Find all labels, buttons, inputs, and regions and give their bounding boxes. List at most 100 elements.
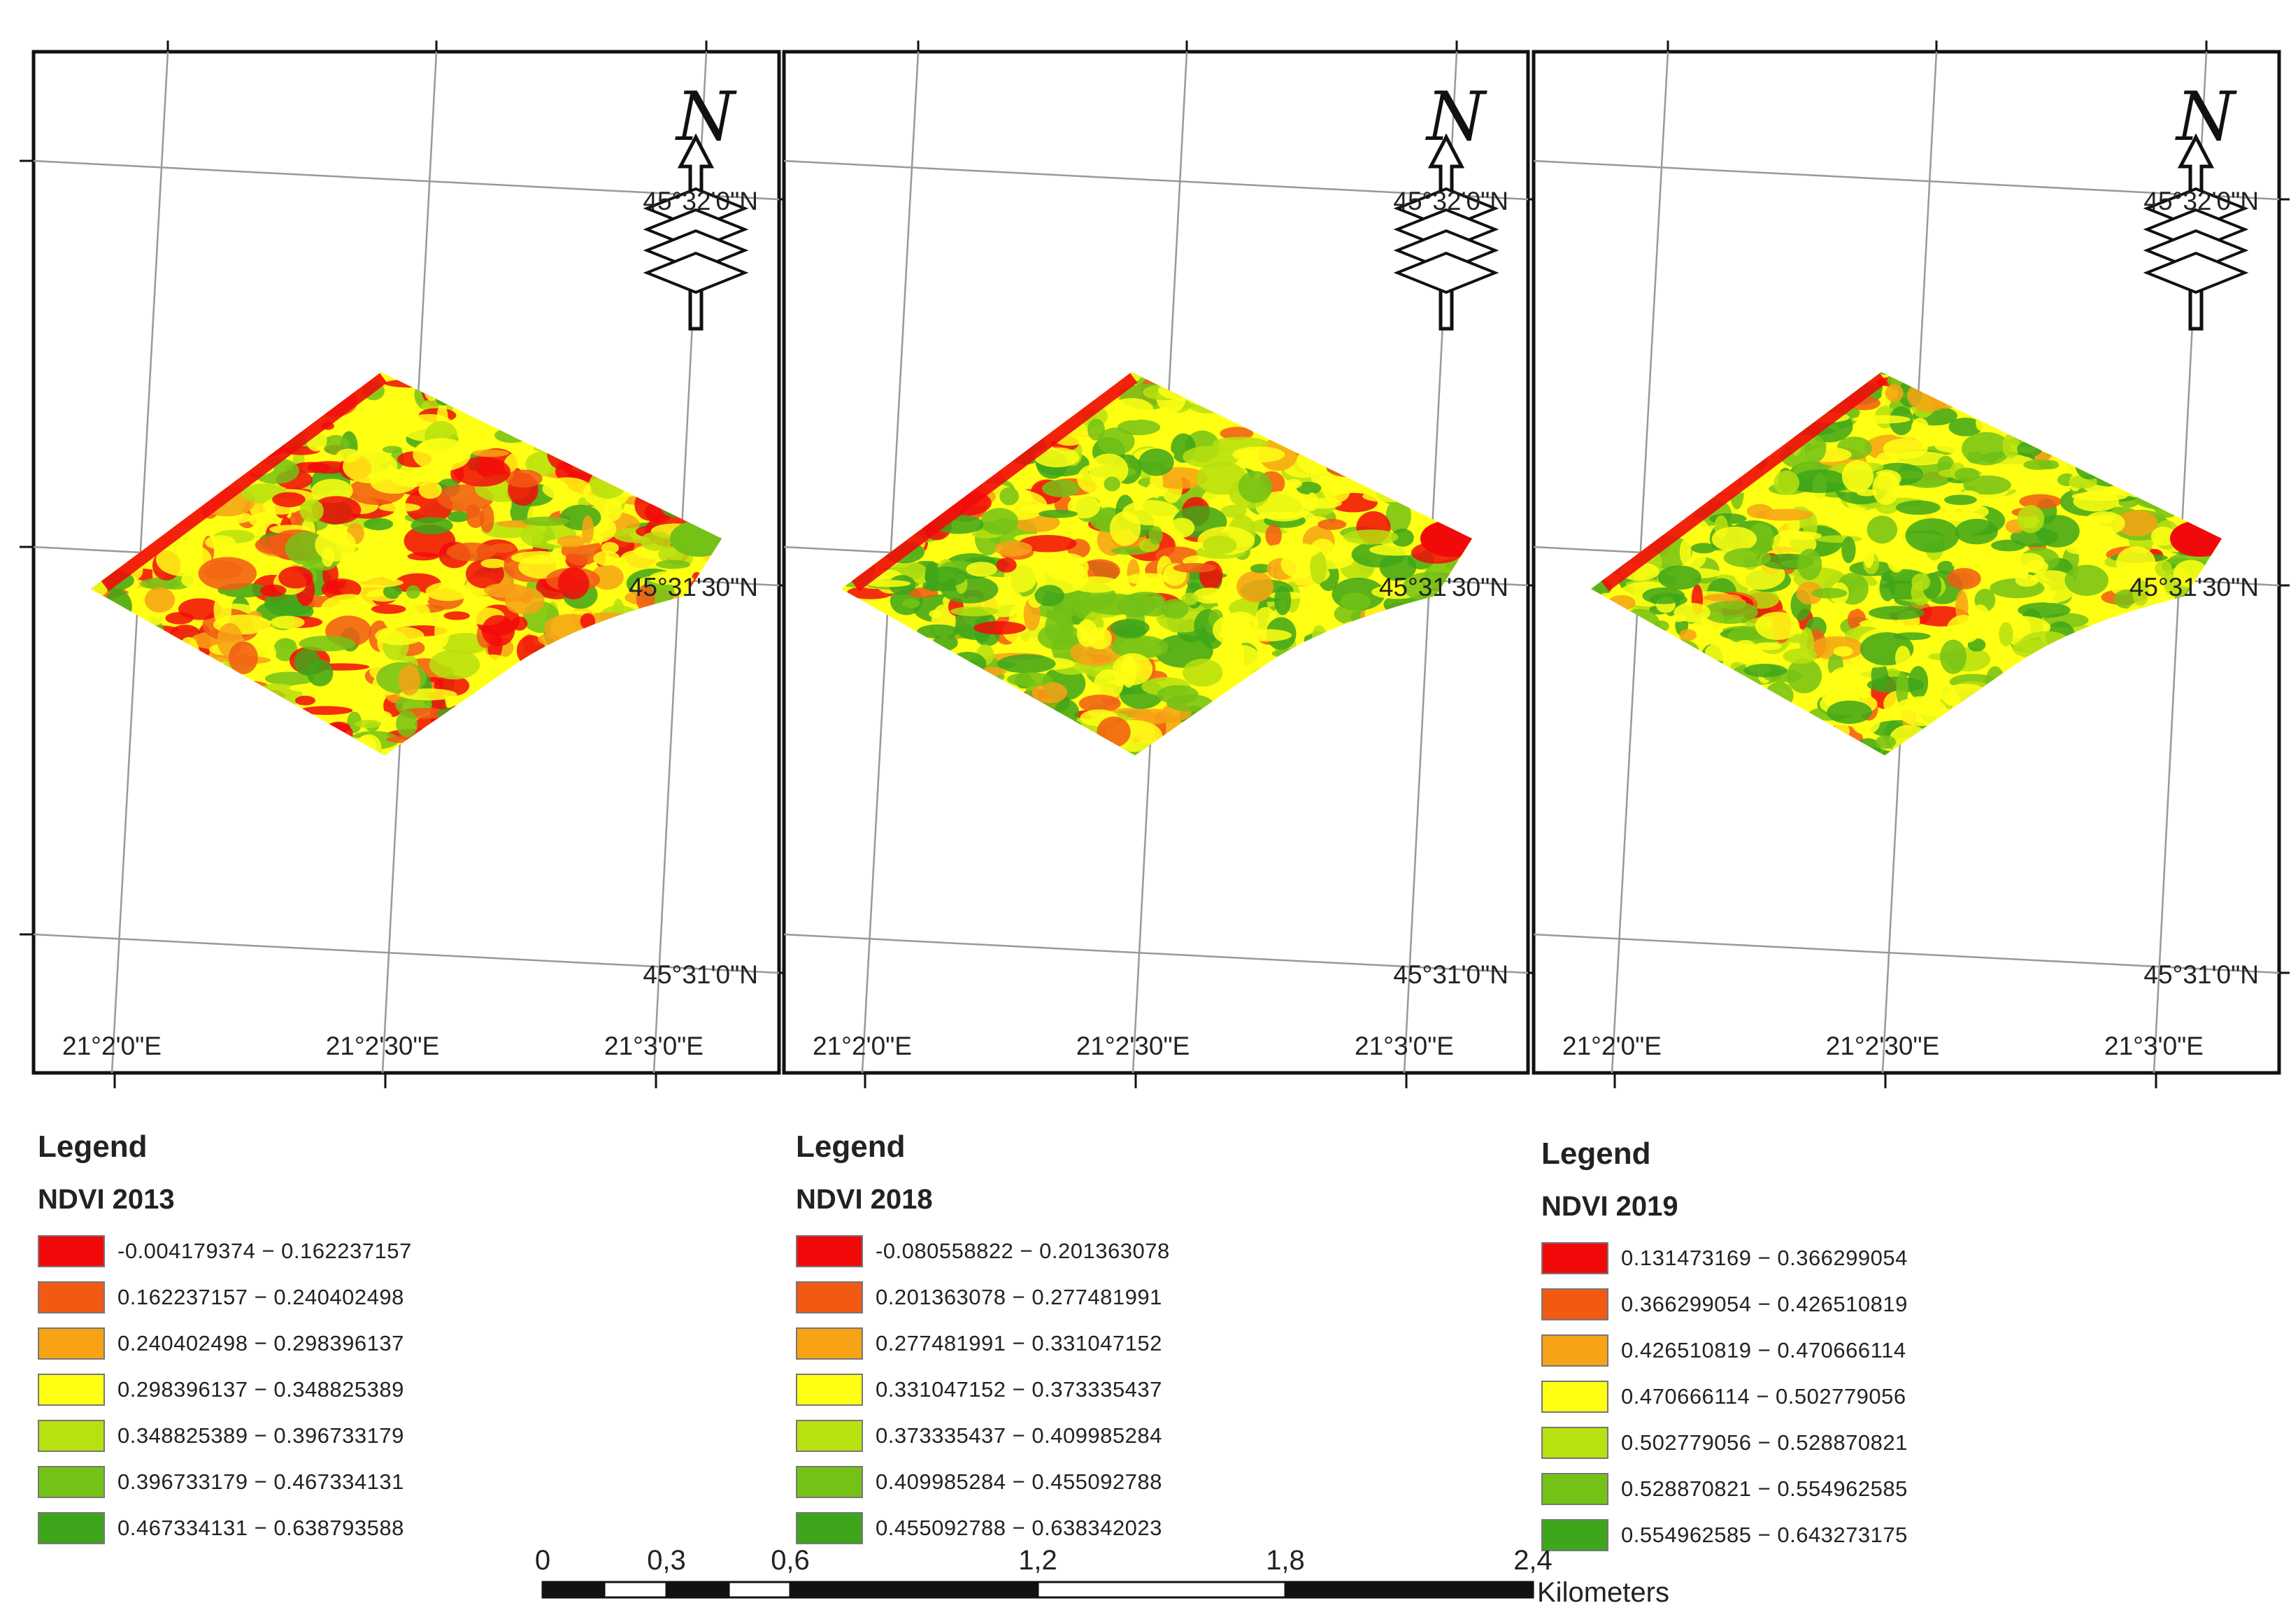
scale-unit: Kilometers	[1537, 1577, 1669, 1608]
lat-label-top: 45°32'0"N	[1393, 187, 1508, 215]
legend-swatch	[38, 1420, 105, 1452]
scale-bar: 0 0,3 0,6 1,2 1,8 2,4 Kilometers	[535, 1545, 1669, 1608]
lon-label-right: 21°3'0"E	[1355, 1032, 1454, 1060]
legend-class-2: 0.366299054 − 0.426510819	[1541, 1281, 1908, 1327]
legend-range-label: 0.528870821 − 0.554962585	[1621, 1476, 1908, 1501]
legend-class-1: -0.080558822 − 0.201363078	[796, 1228, 1170, 1274]
scale-tick-0-6: 0,6	[771, 1545, 810, 1576]
legend-class-7: 0.455092788 − 0.638342023	[796, 1505, 1170, 1551]
legend-swatch	[38, 1374, 105, 1406]
legend-class-5: 0.502779056 − 0.528870821	[1541, 1420, 1908, 1466]
legend-range-label: 0.554962585 − 0.643273175	[1621, 1523, 1908, 1547]
legend-range-label: -0.080558822 − 0.201363078	[876, 1239, 1170, 1263]
legend-swatch	[1541, 1381, 1608, 1413]
legend-swatch	[38, 1512, 105, 1544]
legend-class-6: 0.528870821 − 0.554962585	[1541, 1466, 1908, 1512]
legend-class-4: 0.298396137 − 0.348825389	[38, 1367, 412, 1413]
lon-label-right: 21°3'0"E	[2104, 1032, 2204, 1060]
axis-ticks	[1613, 41, 2290, 1088]
legend-swatch	[796, 1235, 863, 1267]
legend-range-label: 0.331047152 − 0.373335437	[876, 1377, 1162, 1402]
legend-swatch	[1541, 1427, 1608, 1459]
legend-class-1: 0.131473169 − 0.366299054	[1541, 1235, 1908, 1281]
legend-title: Legend	[38, 1130, 148, 1164]
legend-range-label: 0.455092788 − 0.638342023	[876, 1516, 1162, 1540]
legend-range-label: 0.409985284 − 0.455092788	[876, 1469, 1162, 1494]
lon-label-mid: 21°2'30"E	[1076, 1032, 1190, 1060]
legend-2013: Legend NDVI 2013 -0.004179374 − 0.162237…	[38, 1130, 412, 1551]
legend-class-3: 0.240402498 − 0.298396137	[38, 1320, 412, 1367]
legend-range-label: 0.277481991 − 0.331047152	[876, 1331, 1162, 1355]
legend-swatch	[38, 1281, 105, 1313]
legend-range-label: 0.470666114 − 0.502779056	[1621, 1384, 1906, 1409]
legend-range-label: 0.467334131 − 0.638793588	[117, 1516, 404, 1540]
legend-range-label: 0.348825389 − 0.396733179	[117, 1423, 404, 1448]
legend-range-label: 0.201363078 − 0.277481991	[876, 1285, 1162, 1309]
legend-swatch	[796, 1420, 863, 1452]
legend-class-5: 0.373335437 − 0.409985284	[796, 1413, 1170, 1459]
legend-2018: Legend NDVI 2018 -0.080558822 − 0.201363…	[796, 1130, 1170, 1551]
legend-range-label: 0.502779056 − 0.528870821	[1621, 1430, 1908, 1455]
legend-class-6: 0.409985284 − 0.455092788	[796, 1459, 1170, 1505]
lat-label-bottom: 45°31'0"N	[643, 960, 758, 989]
legend-range-label: 0.298396137 − 0.348825389	[117, 1377, 404, 1402]
map-panel-2013: N 45°32'0"N 45°31'30"N 45°31'0"N 21°2'0"…	[20, 41, 790, 1088]
legend-title: Legend	[796, 1130, 906, 1164]
lat-label-mid: 45°31'30"N	[629, 573, 758, 601]
legend-range-label: 0.373335437 − 0.409985284	[876, 1423, 1162, 1448]
legend-swatch	[1541, 1334, 1608, 1367]
axis-ticks	[864, 41, 1539, 1088]
scale-tick-1-2: 1,2	[1018, 1545, 1057, 1576]
legend-range-label: 0.366299054 − 0.426510819	[1621, 1292, 1908, 1316]
lat-label-mid: 45°31'30"N	[2129, 573, 2259, 601]
legend-class-3: 0.426510819 − 0.470666114	[1541, 1327, 1908, 1374]
scale-bar-segments	[541, 1581, 1534, 1599]
lon-label-left: 21°2'0"E	[813, 1032, 912, 1060]
scale-tick-2-4: 2,4	[1513, 1545, 1553, 1576]
lat-label-mid: 45°31'30"N	[1379, 573, 1508, 601]
legend-class-2: 0.162237157 − 0.240402498	[38, 1274, 412, 1320]
legend-swatch	[1541, 1473, 1608, 1505]
map-panel-2018: N 45°32'0"N 45°31'30"N 45°31'0"N 21°2'0"…	[782, 41, 1539, 1088]
legend-swatch	[38, 1327, 105, 1360]
legend-class-7: 0.467334131 − 0.638793588	[38, 1505, 412, 1551]
legend-class-1: -0.004179374 − 0.162237157	[38, 1228, 412, 1274]
north-arrow-icon: N	[643, 78, 749, 331]
legend-2019: Legend NDVI 2019 0.131473169 − 0.3662990…	[1541, 1137, 1908, 1558]
legend-class-4: 0.331047152 − 0.373335437	[796, 1367, 1170, 1413]
lat-label-top: 45°32'0"N	[643, 187, 758, 215]
legend-swatch	[1541, 1242, 1608, 1274]
lon-label-left: 21°2'0"E	[62, 1032, 162, 1060]
legend-layer-name: NDVI 2019	[1541, 1191, 1678, 1222]
legend-layer-name: NDVI 2013	[38, 1184, 175, 1215]
legend-swatch	[1541, 1288, 1608, 1320]
legend-range-label: -0.004179374 − 0.162237157	[117, 1239, 412, 1263]
scale-tick-0: 0	[535, 1545, 550, 1576]
legend-class-7: 0.554962585 − 0.643273175	[1541, 1512, 1908, 1558]
legend-range-label: 0.162237157 − 0.240402498	[117, 1285, 404, 1309]
map-panel-2019: N 45°32'0"N 45°31'30"N 45°31'0"N 21°2'0"…	[1532, 41, 2290, 1088]
legend-title: Legend	[1541, 1137, 1651, 1171]
legend-swatch	[38, 1466, 105, 1498]
lon-label-right: 21°3'0"E	[604, 1032, 704, 1060]
scale-tick-1-8: 1,8	[1266, 1545, 1305, 1576]
legend-class-6: 0.396733179 − 0.467334131	[38, 1459, 412, 1505]
legend-swatch	[796, 1512, 863, 1544]
north-arrow-letter: N	[675, 78, 737, 156]
legend-range-label: 0.396733179 − 0.467334131	[117, 1469, 404, 1494]
lon-label-mid: 21°2'30"E	[326, 1032, 440, 1060]
legend-swatch	[38, 1235, 105, 1267]
legend-class-3: 0.277481991 − 0.331047152	[796, 1320, 1170, 1367]
legend-range-label: 0.240402498 − 0.298396137	[117, 1331, 404, 1355]
north-arrow-icon: N	[2143, 78, 2249, 331]
north-arrow-letter: N	[1425, 78, 1487, 156]
lat-label-bottom: 45°31'0"N	[1393, 960, 1508, 989]
legend-swatch	[796, 1327, 863, 1360]
legend-layer-name: NDVI 2018	[796, 1184, 933, 1215]
legend-class-4: 0.470666114 − 0.502779056	[1541, 1374, 1908, 1420]
scale-tick-0-3: 0,3	[647, 1545, 686, 1576]
lon-label-mid: 21°2'30"E	[1826, 1032, 1940, 1060]
legend-range-label: 0.131473169 − 0.366299054	[1621, 1246, 1908, 1270]
legend-class-5: 0.348825389 − 0.396733179	[38, 1413, 412, 1459]
